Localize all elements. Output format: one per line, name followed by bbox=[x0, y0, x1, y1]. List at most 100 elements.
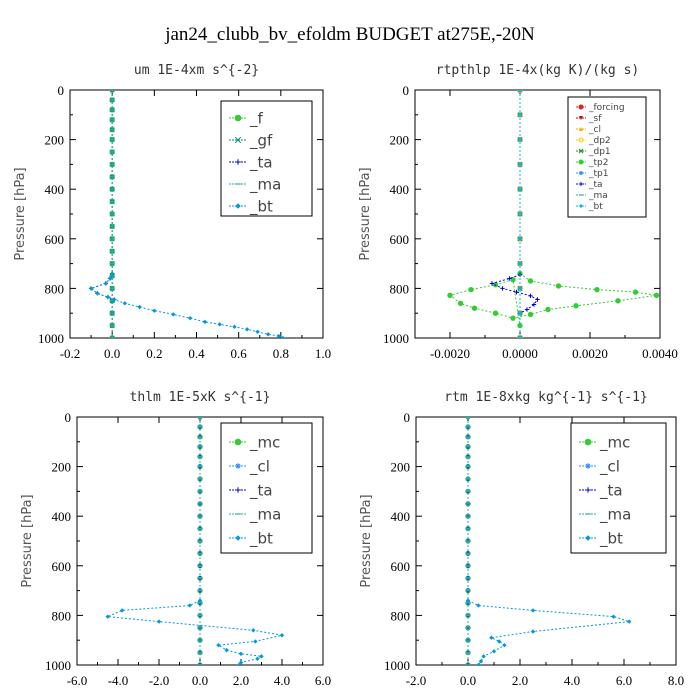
series-line-bt bbox=[105, 600, 283, 665]
data-point bbox=[238, 660, 244, 665]
legend-entry: _f bbox=[249, 109, 264, 128]
figure-title: jan24_clubb_bv_efoldm BUDGET at275E,-20N bbox=[164, 24, 535, 45]
y-axis-label: Pressure [hPa] bbox=[358, 167, 373, 260]
legend: _mc _cl _ta _ma _bt bbox=[570, 422, 667, 554]
y-tick-label: 200 bbox=[390, 133, 410, 148]
legend-entry: _tp2 bbox=[588, 158, 608, 168]
x-tick-label: -2.0 bbox=[406, 673, 427, 688]
data-point bbox=[545, 306, 551, 313]
legend-entry: _sf bbox=[588, 114, 602, 124]
legend-entry: _ma bbox=[599, 505, 631, 524]
data-point bbox=[535, 297, 540, 302]
data-point bbox=[265, 332, 271, 337]
data-point bbox=[531, 302, 537, 307]
y-axis-label: Pressure [hPa] bbox=[359, 494, 374, 587]
data-point bbox=[465, 662, 471, 665]
data-point bbox=[152, 308, 157, 313]
legend-entry: _ta bbox=[599, 481, 623, 500]
legend-marker bbox=[234, 136, 242, 144]
x-tick-label: 2.0 bbox=[233, 673, 249, 688]
legend-entry: _mc bbox=[599, 433, 630, 452]
legend-entry: _forcing bbox=[588, 103, 625, 113]
data-point bbox=[119, 608, 125, 613]
series-layer bbox=[465, 417, 632, 665]
data-point bbox=[594, 286, 600, 293]
data-point bbox=[156, 619, 162, 624]
legend-entry: _gf bbox=[249, 131, 273, 150]
data-point bbox=[447, 292, 453, 299]
x-tick-label: 6.0 bbox=[616, 673, 632, 688]
panel-title: thlm 1E-5xK s^{-1} bbox=[130, 390, 271, 405]
data-point bbox=[476, 662, 481, 665]
data-point bbox=[517, 137, 523, 142]
data-point bbox=[615, 298, 621, 304]
data-point bbox=[555, 283, 562, 289]
data-point bbox=[187, 603, 192, 608]
data-point bbox=[109, 335, 115, 338]
data-point bbox=[95, 291, 100, 296]
data-point bbox=[232, 324, 237, 330]
data-point bbox=[517, 211, 523, 217]
data-point bbox=[217, 322, 222, 327]
data-point bbox=[517, 286, 523, 291]
data-point bbox=[510, 315, 516, 321]
data-point bbox=[236, 662, 242, 665]
legend-entry: _ma bbox=[249, 505, 281, 524]
data-point bbox=[122, 301, 128, 306]
legend: _forcing_sf_cl_dp2_dp1_tp2_tp1_ta_ma_bt bbox=[567, 96, 647, 218]
y-tick-label: 0 bbox=[404, 410, 411, 425]
data-point bbox=[251, 628, 256, 633]
y-tick-label: 400 bbox=[391, 509, 411, 524]
data-point bbox=[280, 335, 286, 338]
y-tick-label: 200 bbox=[45, 133, 65, 148]
y-tick-label: 800 bbox=[391, 608, 411, 623]
legend-marker bbox=[234, 438, 242, 446]
legend-marker bbox=[578, 137, 584, 143]
legend-marker bbox=[584, 438, 592, 446]
data-point bbox=[216, 642, 221, 648]
x-tick-label: 6.0 bbox=[315, 673, 331, 688]
series-layer bbox=[105, 417, 285, 665]
legend-marker bbox=[235, 463, 241, 469]
y-tick-label: 200 bbox=[391, 460, 411, 475]
x-tick-label: 0.6 bbox=[231, 346, 248, 361]
data-point bbox=[517, 112, 523, 117]
y-tick-label: 200 bbox=[52, 460, 72, 475]
y-tick-label: 800 bbox=[45, 281, 65, 296]
data-point bbox=[88, 286, 94, 291]
x-tick-label: 0.8 bbox=[273, 346, 289, 361]
legend-marker bbox=[578, 148, 584, 154]
data-point bbox=[497, 639, 502, 644]
legend-entry: _dp1 bbox=[588, 147, 611, 157]
data-point bbox=[202, 319, 208, 325]
data-point bbox=[492, 310, 499, 316]
legend-marker bbox=[235, 535, 241, 541]
data-point bbox=[171, 312, 176, 317]
legend-marker bbox=[235, 487, 241, 493]
data-point bbox=[465, 598, 471, 603]
legend-entry: _ta bbox=[249, 481, 273, 500]
y-tick-label: 400 bbox=[390, 182, 410, 197]
y-tick-label: 1000 bbox=[383, 331, 409, 346]
panel-title: um 1E-4xm s^{-2} bbox=[134, 63, 259, 78]
data-point bbox=[255, 329, 260, 334]
y-tick-label: 600 bbox=[390, 232, 410, 247]
data-point bbox=[517, 162, 523, 167]
data-point bbox=[107, 276, 113, 281]
y-tick-label: 1000 bbox=[38, 331, 64, 346]
data-point bbox=[489, 635, 494, 640]
series-line-bt bbox=[90, 273, 284, 338]
data-point bbox=[253, 639, 258, 644]
panel-title: rtpthlp 1E-4x(kg K)/(kg s) bbox=[436, 63, 640, 78]
data-point bbox=[478, 659, 484, 664]
legend-marker bbox=[579, 116, 583, 120]
data-point bbox=[238, 651, 244, 657]
legend-entry: _mc bbox=[249, 433, 280, 452]
y-axis-label: Pressure [hPa] bbox=[20, 494, 35, 587]
y-tick-label: 600 bbox=[391, 559, 411, 574]
legend-marker bbox=[235, 159, 241, 165]
data-point bbox=[517, 335, 523, 338]
data-point bbox=[224, 647, 229, 653]
x-tick-label: 4.0 bbox=[564, 673, 580, 688]
